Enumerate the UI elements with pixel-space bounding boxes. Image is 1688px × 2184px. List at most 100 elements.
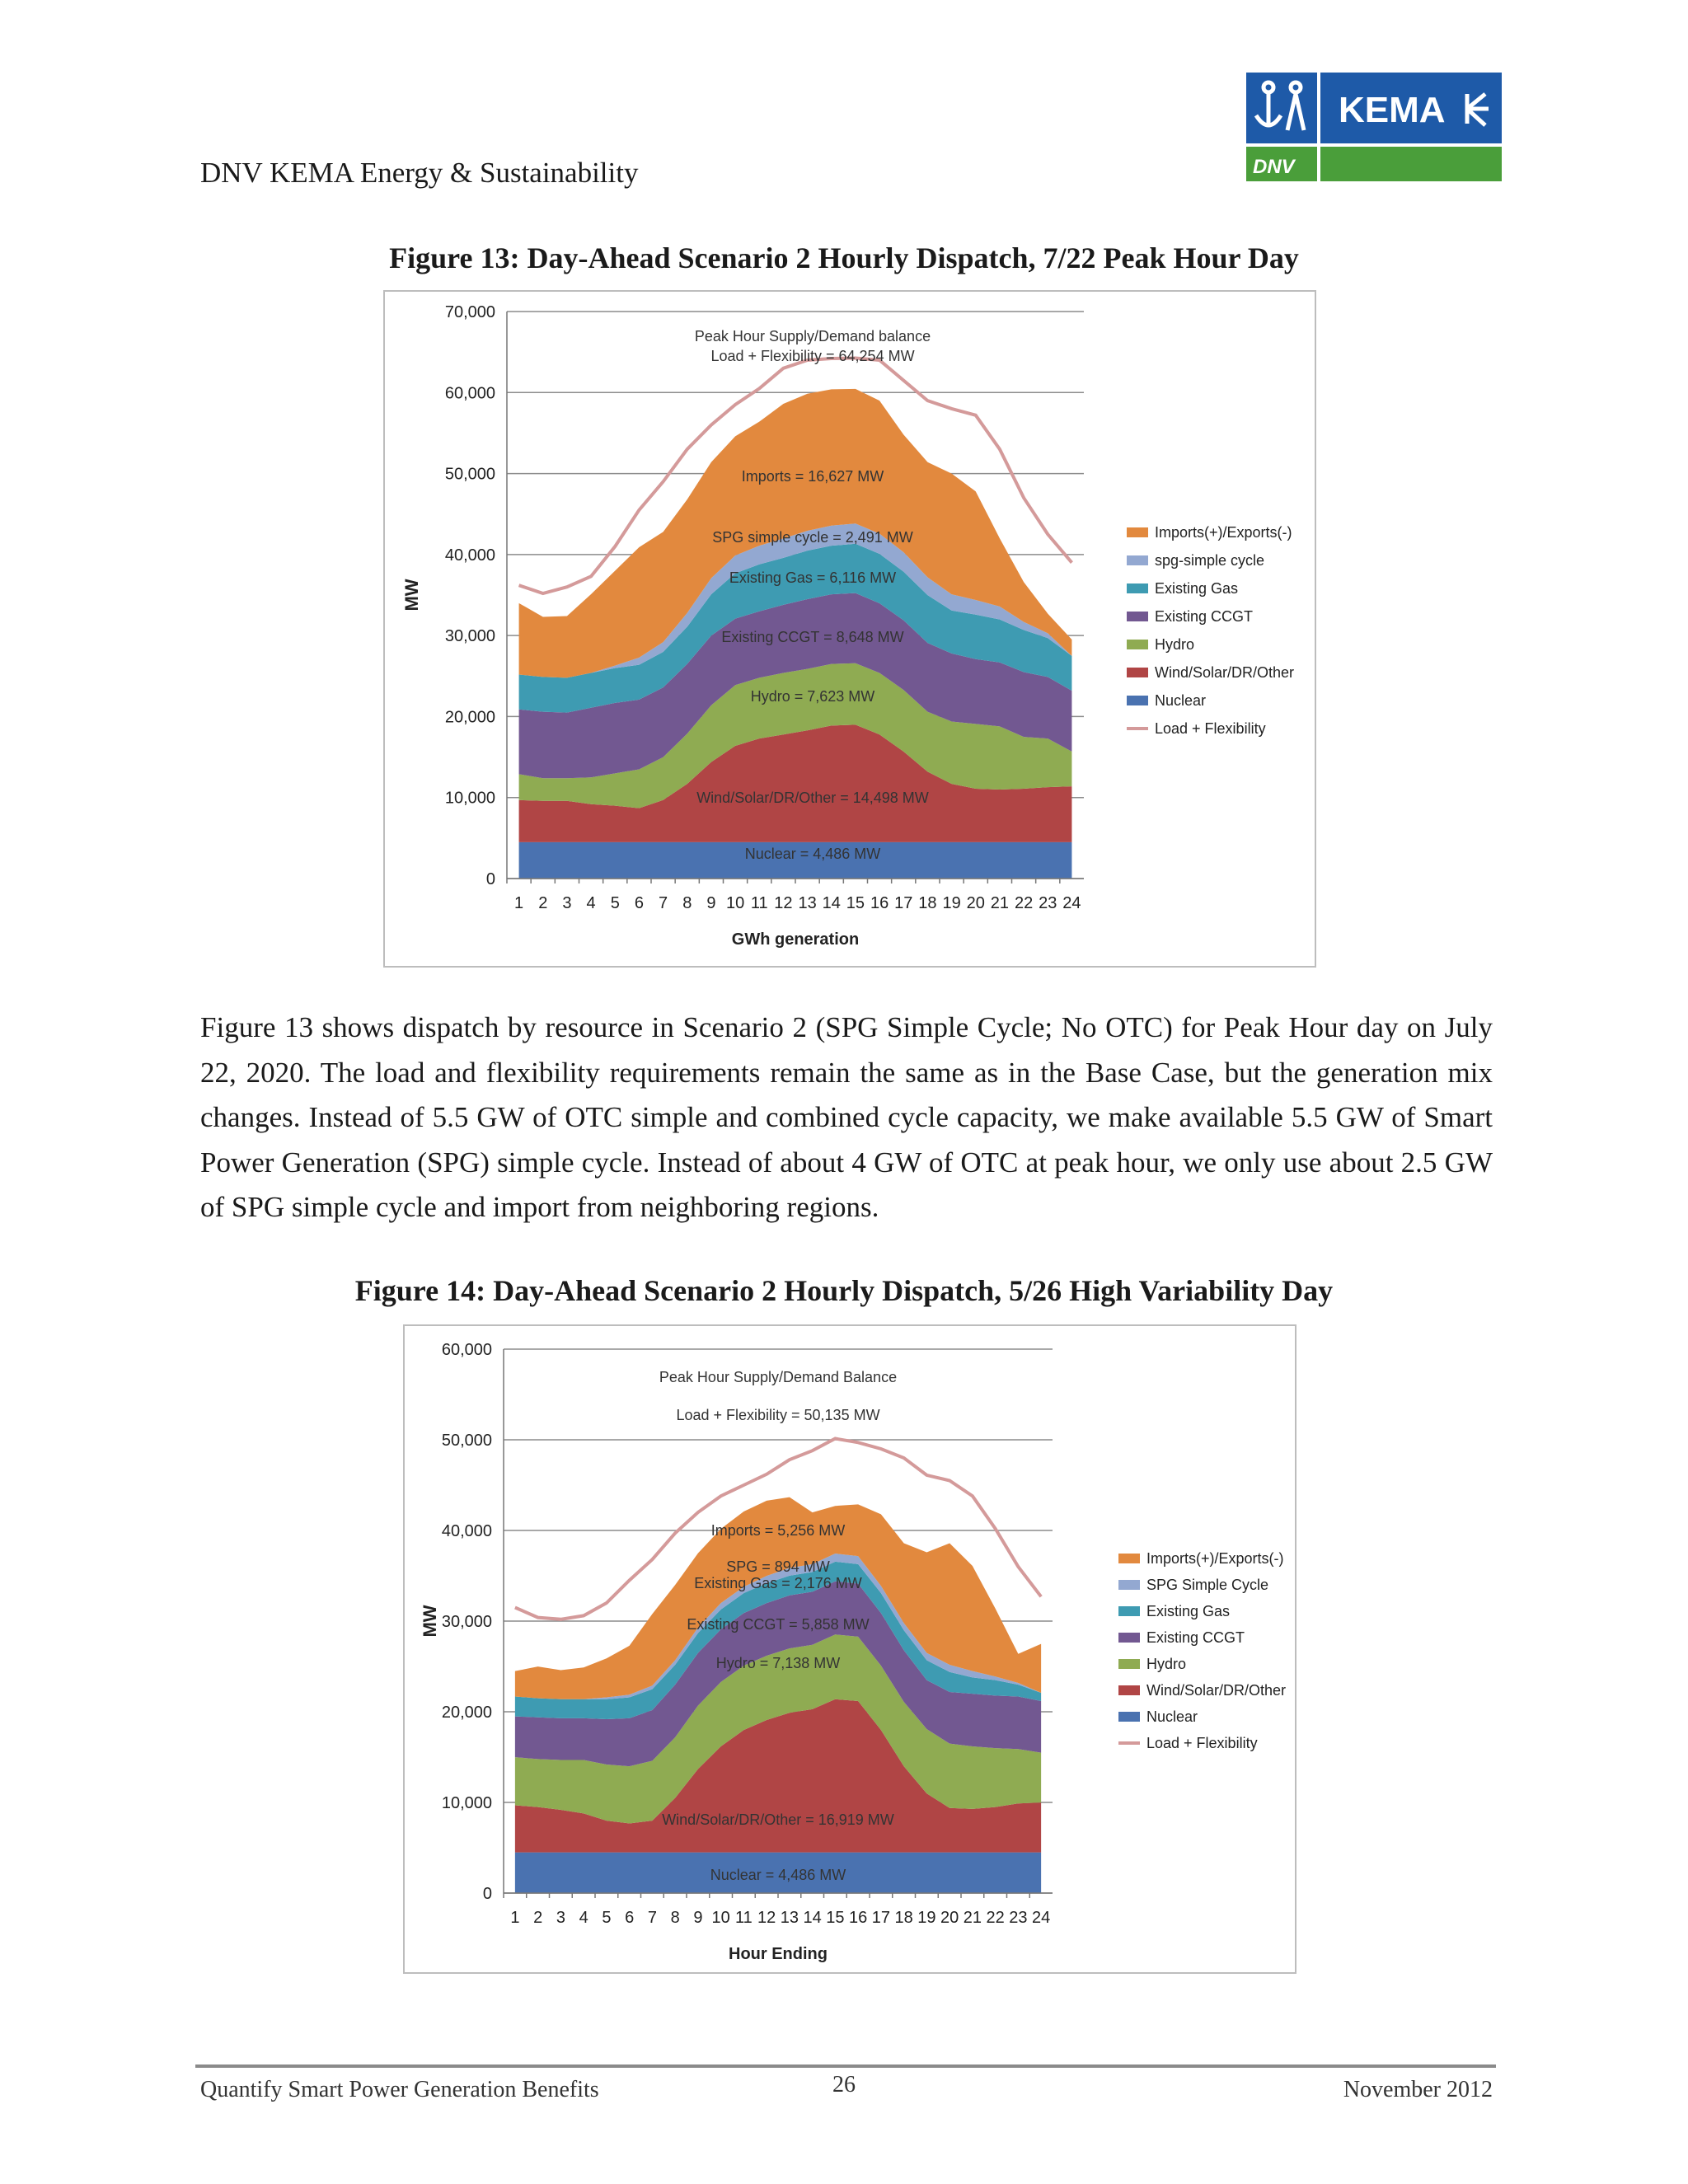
legend-label: SPG Simple Cycle — [1146, 1577, 1268, 1593]
annotation-label: SPG = 894 MW — [726, 1558, 830, 1575]
area-wind — [518, 724, 1072, 842]
annotation-label: Load + Flexibility = 50,135 MW — [676, 1407, 879, 1423]
x-tick-label: 23 — [1009, 1909, 1027, 1927]
x-tick-label: 5 — [611, 894, 620, 912]
y-tick-label: 20,000 — [442, 1704, 492, 1722]
x-tick-label: 14 — [823, 894, 841, 912]
x-tick-label: 21 — [964, 1909, 982, 1927]
x-tick-label: 3 — [556, 1909, 565, 1927]
kema-logo: KEMA DNV — [1246, 73, 1502, 181]
y-tick-label: 0 — [483, 1885, 492, 1903]
x-tick-label: 7 — [659, 894, 668, 912]
legend-swatch-wind — [1118, 1685, 1140, 1695]
y-axis-title: MW — [401, 579, 422, 611]
legend-label: Hydro — [1155, 636, 1194, 653]
annotation-label: SPG simple cycle = 2,491 MW — [712, 529, 913, 546]
area-ccgt — [514, 1581, 1042, 1767]
x-tick-label: 5 — [602, 1909, 611, 1927]
x-tick-label: 16 — [849, 1909, 867, 1927]
legend-swatch-imports — [1118, 1554, 1140, 1563]
legend-swatch-gas — [1118, 1606, 1140, 1616]
x-tick-label: 18 — [918, 894, 936, 912]
annotation-label: Existing CCGT = 5,858 MW — [687, 1616, 869, 1633]
area-gas — [518, 543, 1072, 713]
legend-swatch-nuclear — [1118, 1712, 1140, 1722]
legend-swatch-ccgt — [1127, 612, 1148, 621]
y-tick-label: 60,000 — [445, 384, 495, 402]
legend-label: Wind/Solar/DR/Other — [1155, 664, 1294, 681]
y-tick-label: 40,000 — [442, 1522, 492, 1540]
x-tick-label: 8 — [682, 894, 692, 912]
legend-swatch-spg — [1118, 1580, 1140, 1590]
legend-label: Hydro — [1146, 1656, 1186, 1672]
x-tick-label: 8 — [671, 1909, 680, 1927]
area-nuclear — [514, 1852, 1042, 1893]
x-tick-label: 15 — [826, 1909, 844, 1927]
y-tick-label: 60,000 — [442, 1341, 492, 1359]
legend-swatch-hydro — [1118, 1659, 1140, 1669]
legend-swatch-hydro — [1127, 640, 1148, 649]
organization-name: DNV KEMA Energy & Sustainability — [200, 157, 639, 189]
x-tick-label: 11 — [751, 894, 768, 912]
legend-swatch-spg — [1127, 555, 1148, 565]
annotation-label: Existing Gas = 6,116 MW — [729, 569, 896, 586]
page-number: 26 — [832, 2072, 856, 2097]
x-tick-label: 9 — [706, 894, 715, 912]
annotation-label: Peak Hour Supply/Demand Balance — [659, 1369, 897, 1385]
area-gas — [514, 1561, 1042, 1719]
legend-label: Wind/Solar/DR/Other — [1146, 1682, 1286, 1699]
y-tick-label: 50,000 — [445, 466, 495, 484]
legend-label: Imports(+)/Exports(-) — [1155, 524, 1292, 541]
load-flexibility-line — [514, 1436, 1043, 1621]
footer-date: November 2012 — [1343, 2077, 1493, 2102]
x-tick-label: 12 — [774, 894, 792, 912]
x-tick-label: 14 — [804, 1909, 822, 1927]
legend-label: Imports(+)/Exports(-) — [1146, 1550, 1284, 1567]
x-tick-label: 13 — [781, 1909, 799, 1927]
x-tick-label: 1 — [510, 1909, 519, 1927]
annotation-label: Wind/Solar/DR/Other = 16,919 MW — [662, 1811, 894, 1828]
legend-swatch-gas — [1127, 583, 1148, 593]
figure-13-caption: Figure 13: Day-Ahead Scenario 2 Hourly D… — [389, 241, 1299, 274]
x-tick-label: 13 — [798, 894, 816, 912]
y-axis-title: MW — [420, 1605, 440, 1637]
x-tick-label: 3 — [562, 894, 571, 912]
legend-label: Existing Gas — [1146, 1603, 1230, 1619]
x-tick-label: 17 — [894, 894, 912, 912]
annotation-label: Hydro = 7,623 MW — [751, 688, 875, 705]
x-tick-label: 6 — [635, 894, 644, 912]
x-tick-label: 22 — [1015, 894, 1033, 912]
x-tick-label: 16 — [870, 894, 889, 912]
legend-swatch-wind — [1127, 668, 1148, 677]
legend-swatch-imports — [1127, 527, 1148, 537]
x-tick-label: 21 — [991, 894, 1009, 912]
x-tick-label: 20 — [940, 1909, 959, 1927]
figure-14-caption: Figure 14: Day-Ahead Scenario 2 Hourly D… — [354, 1274, 1334, 1307]
annotation-label: Wind/Solar/DR/Other = 14,498 MW — [696, 790, 929, 806]
x-tick-label: 10 — [712, 1909, 730, 1927]
annotation-label: Load + Flexibility = 64,254 MW — [710, 348, 914, 364]
annotation-label: Peak Hour Supply/Demand balance — [695, 328, 931, 344]
x-tick-label: 7 — [648, 1909, 657, 1927]
annotation-label: Nuclear = 4,486 MW — [710, 1867, 846, 1883]
legend-label: Load + Flexibility — [1146, 1735, 1258, 1751]
x-tick-label: 15 — [846, 894, 865, 912]
x-tick-label: 4 — [579, 1909, 588, 1927]
annotation-label: Nuclear = 4,486 MW — [745, 846, 881, 862]
area-imports — [514, 1497, 1042, 1699]
x-tick-label: 2 — [533, 1909, 542, 1927]
x-tick-label: 20 — [967, 894, 985, 912]
area-spg — [518, 523, 1072, 678]
footer-divider — [195, 2064, 1496, 2068]
footer-document-title: Quantify Smart Power Generation Benefits — [200, 2077, 599, 2102]
legend-swatch-nuclear — [1127, 696, 1148, 705]
y-tick-label: 20,000 — [445, 708, 495, 726]
area-imports — [518, 388, 1072, 678]
figure-13-chart: 0 10,000 20,000 30,000 40,000 50,000 60,000 70,… — [383, 290, 1316, 968]
x-tick-label: 18 — [895, 1909, 913, 1927]
x-tick-label: 11 — [735, 1909, 753, 1927]
area-ccgt — [518, 593, 1072, 779]
x-tick-label: 9 — [693, 1909, 702, 1927]
x-tick-label: 19 — [917, 1909, 935, 1927]
